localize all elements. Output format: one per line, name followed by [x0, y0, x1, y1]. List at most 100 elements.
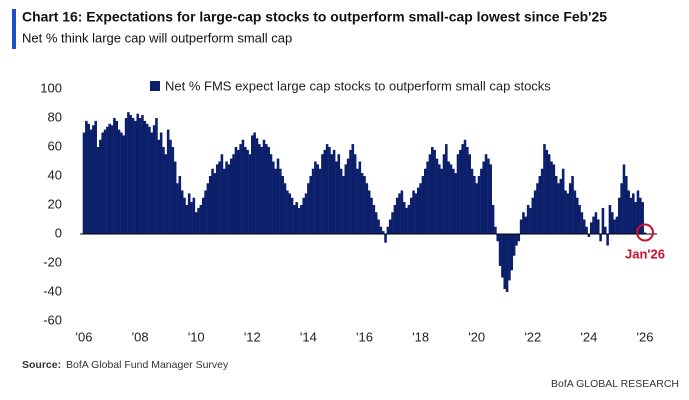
bar — [580, 212, 584, 234]
bar — [395, 197, 399, 234]
bar — [398, 193, 401, 234]
bar — [512, 234, 516, 256]
bar — [187, 193, 191, 234]
bar — [192, 197, 196, 234]
bar — [454, 173, 457, 234]
bar — [138, 118, 142, 234]
bar — [433, 149, 436, 234]
bar — [487, 158, 490, 234]
bar — [325, 144, 329, 234]
bar — [297, 207, 301, 234]
bar — [148, 126, 151, 234]
bar — [473, 176, 476, 234]
bar — [344, 164, 348, 234]
bar — [571, 176, 574, 234]
bar — [428, 154, 432, 234]
bar — [304, 193, 308, 234]
bar — [215, 164, 219, 234]
bar — [241, 139, 245, 234]
bar — [106, 126, 109, 234]
bar — [468, 154, 471, 234]
bar — [365, 183, 369, 234]
bar — [491, 205, 495, 234]
bar — [566, 193, 570, 234]
bar — [480, 168, 483, 234]
bar — [232, 154, 235, 234]
bar — [603, 226, 607, 234]
bar — [113, 118, 116, 234]
bar — [578, 205, 581, 234]
bar — [290, 197, 294, 234]
bar — [536, 183, 539, 234]
bar — [356, 168, 359, 234]
bar — [169, 139, 172, 234]
bar — [265, 144, 268, 234]
annotation: Jan'26 — [625, 246, 665, 261]
bar — [183, 197, 186, 234]
bar — [594, 212, 598, 234]
bar — [447, 161, 450, 234]
bar — [227, 164, 231, 234]
bar — [335, 161, 338, 234]
bar — [367, 190, 371, 234]
bar — [606, 234, 609, 246]
bar — [157, 139, 161, 234]
bar — [220, 154, 224, 234]
bar — [150, 132, 154, 234]
bar — [547, 154, 551, 234]
bar — [145, 123, 149, 234]
bar — [419, 183, 422, 234]
bar — [283, 183, 287, 234]
bar — [234, 147, 238, 234]
bar — [575, 197, 579, 234]
bar — [531, 197, 535, 234]
bar — [538, 176, 542, 234]
bar — [85, 120, 88, 234]
bar — [349, 149, 352, 234]
bar — [515, 234, 518, 246]
bar — [416, 187, 420, 234]
bar — [634, 202, 637, 234]
bar — [337, 154, 341, 234]
bar — [494, 226, 497, 234]
bar — [363, 176, 366, 234]
bar — [423, 168, 427, 234]
bar — [141, 115, 144, 234]
bar — [316, 164, 320, 234]
bar — [632, 193, 635, 234]
bar — [176, 183, 179, 234]
bar — [267, 147, 270, 234]
title-accent — [12, 9, 16, 49]
bar — [627, 190, 630, 234]
y-tick-label: 80 — [48, 109, 62, 124]
bar — [302, 197, 306, 234]
bar — [391, 212, 394, 234]
bar — [180, 190, 184, 234]
bar — [101, 132, 104, 234]
bar — [452, 168, 455, 234]
bar — [332, 149, 336, 234]
bar — [459, 149, 462, 234]
bar — [379, 226, 383, 234]
bar — [636, 190, 640, 234]
bar — [402, 202, 406, 234]
bar — [573, 190, 577, 234]
legend-label: Net % FMS expect large cap stocks to out… — [165, 78, 551, 93]
bar — [639, 197, 642, 234]
bar — [358, 161, 362, 234]
bar — [225, 161, 228, 234]
bar — [533, 190, 537, 234]
x-tick-label: '12 — [244, 329, 261, 344]
bar — [173, 161, 177, 234]
bar — [431, 147, 434, 234]
bar — [246, 149, 249, 234]
bar — [484, 154, 488, 234]
bar — [517, 234, 521, 242]
bar — [489, 164, 493, 234]
bar — [314, 161, 317, 234]
bar — [286, 190, 289, 234]
bar — [608, 205, 612, 234]
bar — [236, 149, 240, 234]
bar — [508, 234, 511, 281]
bar — [108, 123, 111, 234]
